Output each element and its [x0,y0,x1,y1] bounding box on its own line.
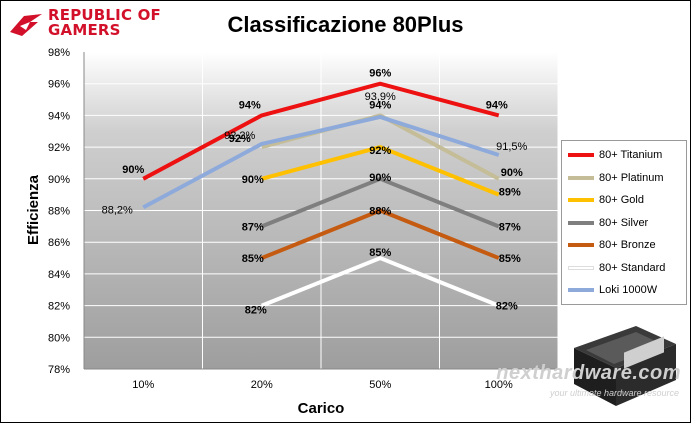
legend-label: 80+ Bronze [599,239,656,251]
brand-wordmark: REPUBLIC OF GAMERS [48,8,161,38]
data-label: 85% [369,247,391,259]
y-tick-label: 96% [48,79,70,91]
brand-logo: REPUBLIC OF GAMERS [8,8,198,42]
chart-title: Classificazione 80Plus [227,12,464,37]
series-line [142,81,500,181]
legend-swatch [568,198,594,202]
legend-item: 80+ Platinum [568,170,664,186]
data-label: 92% [229,133,251,145]
legend-swatch [568,265,594,270]
x-tick-label: 100% [485,379,513,391]
y-tick-label: 92% [48,142,70,154]
data-label: 90% [369,172,391,184]
y-tick-label: 84% [48,269,70,281]
data-label: 94% [486,99,508,111]
chart-legend: 80+ Titanium 80+ Platinum 80+ Gold 80+ Silv… [561,140,687,305]
data-label: 90% [501,167,523,179]
y-tick-label: 98% [48,47,70,59]
legend-swatch [568,175,594,180]
y-tick-label: 86% [48,237,70,249]
y-tick-label: 88% [48,206,70,218]
watermark-main: nexthardware.com [496,362,681,384]
brand-line2: GAMERS [48,21,121,39]
y-tick-label: 82% [48,301,70,313]
series-line [142,114,500,210]
data-label: 89% [499,187,521,199]
legend-swatch [568,153,594,157]
legend-item: Loki 1000W [568,282,657,298]
data-label: 85% [242,253,264,265]
watermark-sub: your ultimate hardware resource [549,388,679,398]
data-label: 92,2% [224,130,255,142]
rog-eye-icon [10,14,42,36]
y-axis-label: Efficienza [25,174,42,245]
data-label: 94% [369,99,391,111]
series-line [261,145,500,197]
data-label: 93,9% [365,91,396,103]
data-label: 91,5% [496,141,527,153]
data-label: 88,2% [102,204,133,216]
x-tick-label: 20% [251,379,273,391]
data-label: 87% [242,221,264,233]
data-label: 82% [245,305,267,317]
y-tick-label: 94% [48,110,70,122]
watermark: nexthardware.com your ultimate hardware … [470,362,685,406]
series-line [261,256,500,308]
data-label: 87% [499,221,521,233]
legend-swatch [568,243,594,247]
data-label: 82% [496,301,518,313]
series-line [261,176,500,229]
legend-label: 80+ Gold [599,194,644,206]
data-label: 90% [122,164,144,176]
y-tick-label: 78% [48,364,70,376]
x-axis-label: Carico [298,400,345,417]
series-line [261,208,500,260]
legend-label: 80+ Platinum [599,171,664,184]
data-label: 94% [239,99,261,111]
legend-item: 80+ Gold [568,192,644,208]
legend-item: 80+ Standard [568,260,665,276]
legend-swatch [568,288,594,292]
legend-label: 80+ Standard [599,261,666,274]
data-label: 88% [369,206,391,218]
legend-label: 80+ Titanium [599,149,663,161]
brand-line1: REPUBLIC OF [48,6,161,24]
legend-swatch [568,220,594,225]
psu-photo-icon [574,326,676,406]
data-label: 90% [242,174,264,186]
legend-label: 80+ Silver [599,216,649,229]
x-tick-label: 10% [132,379,154,391]
y-tick-label: 80% [48,332,70,344]
legend-label: Loki 1000W [599,284,658,296]
x-tick-label: 50% [369,379,391,391]
data-label: 92% [369,145,391,157]
legend-item: 80+ Titanium [568,147,662,163]
data-label: 85% [499,253,521,265]
legend-item: 80+ Bronze [568,237,656,253]
legend-item: 80+ Silver [568,215,648,231]
data-label: 96% [369,68,391,80]
y-tick-label: 90% [48,174,70,186]
